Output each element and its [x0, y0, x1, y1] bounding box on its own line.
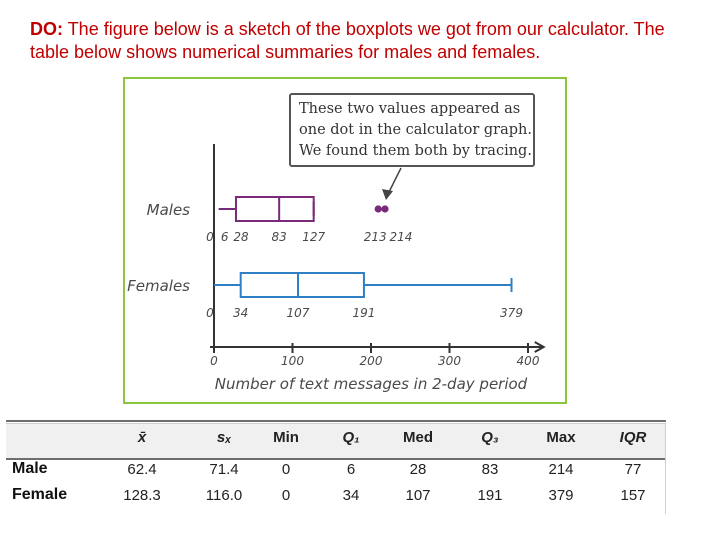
intro-body: The figure below is a sketch of the boxp…: [30, 19, 665, 62]
x-axis-arrow: [534, 341, 546, 353]
callout-line-1: These two values appeared as: [299, 101, 521, 117]
males-outlier-213: [374, 205, 382, 213]
male-q3: 83: [481, 461, 499, 478]
header-q1: Q₁: [342, 429, 360, 446]
females-value-label-1: 34: [233, 306, 248, 320]
summary-table: x̄ sₓ Min Q₁ Med Q₃ Max IQR Male 62.4 71…: [6, 420, 666, 514]
x-tick-label-100: 100: [281, 354, 304, 368]
x-tick-label-300: 300: [438, 354, 461, 368]
male-max: 214: [548, 461, 574, 478]
table-header-rule: [6, 458, 666, 460]
callout-line-3: We found them both by tracing.: [299, 143, 532, 159]
male-med: 28: [409, 461, 427, 478]
table-top-rule: [6, 420, 666, 422]
males-outlier-214: [381, 205, 389, 213]
male-min: 0: [281, 461, 291, 478]
callout-line-2: one dot in the calculator graph.: [299, 122, 532, 138]
females-value-label-3: 191: [352, 306, 375, 320]
header-max: Max: [546, 429, 576, 446]
row-label-male: Male: [12, 460, 48, 477]
male-q1: 6: [346, 461, 356, 478]
intro-label: DO:: [30, 19, 63, 39]
female-mean: 128.3: [123, 487, 161, 504]
female-iqr: 157: [620, 487, 646, 504]
males-value-label-6: 214: [390, 230, 413, 244]
header-iqr: IQR: [619, 429, 647, 446]
table-right-rule: [665, 424, 666, 514]
header-med: Med: [403, 429, 433, 446]
x-tick-label-200: 200: [360, 354, 383, 368]
males-value-label-5: 213: [364, 230, 387, 244]
x-tick-label-400: 400: [517, 354, 540, 368]
males-value-label-3: 83: [272, 230, 287, 244]
female-q1: 34: [342, 487, 360, 504]
row-label-female: Female: [12, 486, 68, 503]
females-value-label-2: 107: [287, 306, 310, 320]
females-value-label-4: 379: [500, 306, 523, 320]
header-sd: sₓ: [216, 429, 232, 446]
female-sd: 116.0: [205, 487, 243, 504]
males-value-label-4: 127: [302, 230, 325, 244]
females-group-label: Females: [127, 277, 190, 295]
callout-box: These two values appeared as one dot in …: [289, 93, 535, 167]
header-q3: Q₃: [481, 429, 499, 446]
intro-text: DO: The figure below is a sketch of the …: [30, 18, 680, 64]
x-tick-label-0: 0: [210, 354, 218, 368]
table-header-band: [6, 423, 666, 459]
male-sd: 71.4: [209, 461, 239, 478]
female-min: 0: [281, 487, 291, 504]
males-value-label-2: 28: [233, 230, 249, 244]
males-value-label-1: 6: [221, 230, 229, 244]
males-group-label: Males: [147, 201, 191, 219]
males-box: [234, 196, 315, 222]
males-value-label-0: 0: [206, 230, 214, 244]
females-value-label-0: 0: [206, 306, 214, 320]
x-axis-title: Number of text messages in 2-day period: [215, 375, 528, 393]
boxplot-figure: 0 100 200 300 400 Number of text messages in …: [123, 77, 567, 404]
female-med: 107: [405, 487, 431, 504]
callout-arrow-head: [382, 189, 393, 200]
females-box: [239, 272, 365, 298]
header-min: Min: [273, 429, 299, 446]
header-mean: x̄: [137, 429, 147, 446]
male-mean: 62.4: [127, 461, 157, 478]
boxplot-chart: 0 100 200 300 400 Number of text messages in …: [127, 144, 546, 393]
male-iqr: 77: [624, 461, 642, 478]
female-q3: 191: [477, 487, 503, 504]
female-max: 379: [548, 487, 574, 504]
